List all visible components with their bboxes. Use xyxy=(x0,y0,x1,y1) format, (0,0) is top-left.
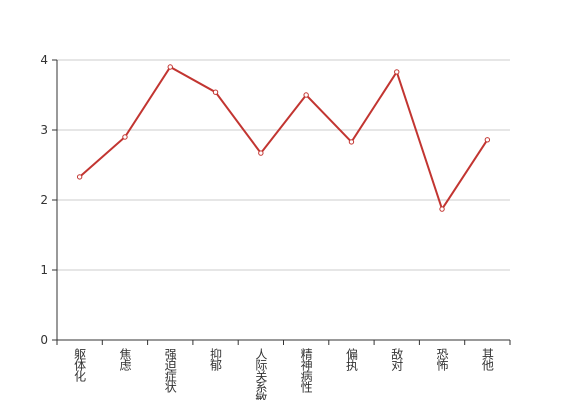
point xyxy=(212,89,219,95)
point xyxy=(439,206,445,212)
point xyxy=(348,139,355,145)
x-tick-label: 偏执 xyxy=(344,347,358,372)
y-tick-label: 2 xyxy=(40,193,48,207)
point xyxy=(167,64,173,70)
y-tick-label: 1 xyxy=(40,263,48,277)
x-tick-label: 焦虑 xyxy=(118,348,132,371)
x-tick-label: 抑郁 xyxy=(209,347,223,372)
x-tick-label: 躯体化 xyxy=(73,347,87,383)
x-tick-label: 恐怖 xyxy=(435,348,449,371)
point xyxy=(394,69,400,75)
x-tick-label: 人际关系敏感 xyxy=(254,348,268,400)
point xyxy=(303,92,309,98)
x-tick-label: 其他 xyxy=(480,348,494,371)
point xyxy=(258,150,264,156)
x-tick-label: 敌对 xyxy=(390,347,404,371)
y-tick-label: 4 xyxy=(40,53,48,67)
point xyxy=(484,137,491,143)
y-tick-label: 0 xyxy=(40,333,48,347)
point xyxy=(76,174,83,180)
x-tick-label: 强迫症状 xyxy=(163,348,177,393)
x-tick-label: 精神病性 xyxy=(299,348,313,394)
y-tick-label: 3 xyxy=(40,123,48,137)
line xyxy=(78,65,489,212)
point xyxy=(122,134,128,140)
